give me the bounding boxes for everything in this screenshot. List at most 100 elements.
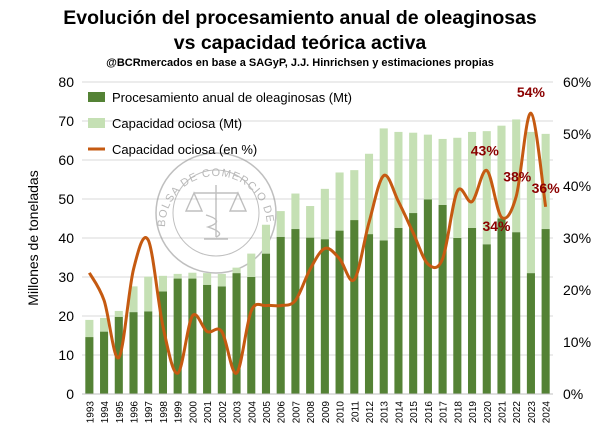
bar-processing: [144, 311, 153, 394]
x-tick-label: 2022: [512, 401, 523, 424]
y-tick-label: 20: [58, 308, 74, 324]
bar-idle-capacity: [114, 310, 123, 317]
annotation-label: 54%: [517, 84, 546, 100]
x-tick-label: 2023: [527, 401, 538, 424]
bar-processing: [409, 213, 418, 394]
y-tick-label: 50: [58, 191, 74, 207]
bar-processing: [217, 286, 226, 394]
x-tick-label: 1996: [130, 401, 141, 424]
bar-idle-capacity: [335, 172, 344, 231]
bar-idle-capacity: [247, 253, 256, 277]
seal-inner-ring: [172, 169, 260, 257]
scales-of-justice-seal-icon: [184, 185, 248, 240]
bar-idle-capacity: [291, 193, 300, 230]
x-tick-label: 2014: [394, 401, 405, 424]
x-tick-label: 2009: [321, 401, 332, 424]
y-tick-label: 70: [58, 113, 74, 129]
bar-idle-capacity: [409, 132, 418, 214]
bar-processing: [85, 337, 94, 394]
bar-idle-capacity: [158, 275, 168, 292]
x-tick-label: 2010: [336, 401, 347, 424]
y-tick-label: 0: [66, 386, 74, 402]
x-tick-label: 2018: [453, 401, 464, 424]
bar-processing: [306, 237, 315, 394]
x-tick-label: 1994: [100, 401, 111, 424]
legend-label-processing: Procesamiento anual de oleaginosas (Mt): [112, 90, 352, 105]
x-tick-label: 2011: [350, 401, 361, 423]
bar-idle-capacity: [453, 137, 462, 238]
bar-idle-capacity: [438, 138, 447, 205]
y-tick-label: 60: [58, 152, 74, 168]
bar-idle-capacity: [482, 131, 491, 245]
x-tick-label: 2007: [291, 401, 302, 424]
x-tick-label: 2021: [497, 401, 508, 424]
x-tick-label: 2008: [306, 401, 317, 424]
x-tick-label: 2004: [247, 401, 258, 424]
legend-label-pct: Capacidad ociosa (en %): [112, 142, 257, 157]
x-tick-label: 1999: [174, 401, 185, 424]
bar-idle-capacity: [497, 125, 506, 219]
y2-tick-label: 20%: [563, 282, 591, 298]
y-tick-label: 30: [58, 269, 74, 285]
x-tick-label: 2001: [203, 401, 214, 424]
bar-idle-capacity: [350, 170, 359, 221]
bar-processing: [526, 273, 535, 394]
x-tick-label: 2000: [188, 401, 199, 424]
y2-tick-label: 30%: [563, 230, 591, 246]
bar-processing: [467, 227, 477, 394]
annotation-label: 38%: [503, 168, 532, 184]
bar-processing: [394, 227, 403, 394]
chart-title-line2: vs capacidad teórica activa: [173, 32, 427, 54]
bar-idle-capacity: [306, 206, 315, 238]
x-tick-label: 2024: [542, 401, 553, 424]
x-tick-label: 2020: [483, 401, 494, 424]
bar-processing: [438, 204, 447, 394]
bar-idle-capacity: [232, 267, 241, 274]
bar-processing: [247, 277, 256, 394]
annotation-label: 34%: [482, 218, 511, 234]
y2-tick-label: 50%: [563, 126, 591, 142]
chart-title-line1: Evolución del procesamiento anual de ole…: [63, 7, 537, 29]
x-tick-label: 1993: [85, 401, 96, 424]
x-tick-label: 2005: [262, 401, 273, 424]
y-tick-label: 40: [58, 230, 74, 246]
bar-processing: [482, 244, 491, 394]
x-tick-label: 2002: [218, 401, 229, 424]
y-axis-label: Millones de toneladas: [25, 170, 41, 305]
bar-processing: [188, 278, 197, 394]
scale-left-pan: [184, 191, 204, 212]
x-tick-label: 1998: [159, 401, 170, 424]
bar-processing: [541, 229, 550, 394]
bar-processing: [379, 240, 388, 394]
annotation-label: 36%: [532, 180, 561, 196]
x-tick-label: 2013: [380, 401, 391, 424]
bar-processing: [129, 312, 138, 394]
bar-idle-capacity: [541, 133, 550, 230]
x-tick-label: 2006: [277, 401, 288, 424]
bar-idle-capacity: [276, 211, 285, 237]
y-tick-label: 10: [58, 347, 74, 363]
line-idle-capacity-pct: [88, 111, 548, 375]
bar-idle-capacity: [512, 119, 521, 233]
x-tick-label: 2019: [468, 401, 479, 424]
bar-idle-capacity: [526, 131, 535, 274]
x-tick-label: 2015: [409, 401, 420, 424]
bar-processing: [350, 220, 359, 394]
x-tick-label: 2017: [439, 401, 450, 424]
bar-idle-capacity: [394, 131, 403, 228]
x-tick-label: 2003: [233, 401, 244, 424]
bar-idle-capacity: [467, 131, 477, 228]
bar-idle-capacity: [261, 224, 271, 254]
y2-tick-label: 40%: [563, 178, 591, 194]
x-tick-label: 2012: [365, 401, 376, 424]
annotation-label: 43%: [471, 142, 500, 158]
bar-processing: [276, 236, 285, 394]
bar-processing: [335, 230, 344, 394]
bar-processing: [364, 234, 374, 394]
y2-tick-label: 10%: [563, 334, 591, 350]
y2-tick-label: 60%: [563, 74, 591, 90]
bar-processing: [453, 238, 462, 394]
bar-processing: [100, 331, 109, 394]
legend-label-idle: Capacidad ociosa (Mt): [112, 116, 242, 131]
